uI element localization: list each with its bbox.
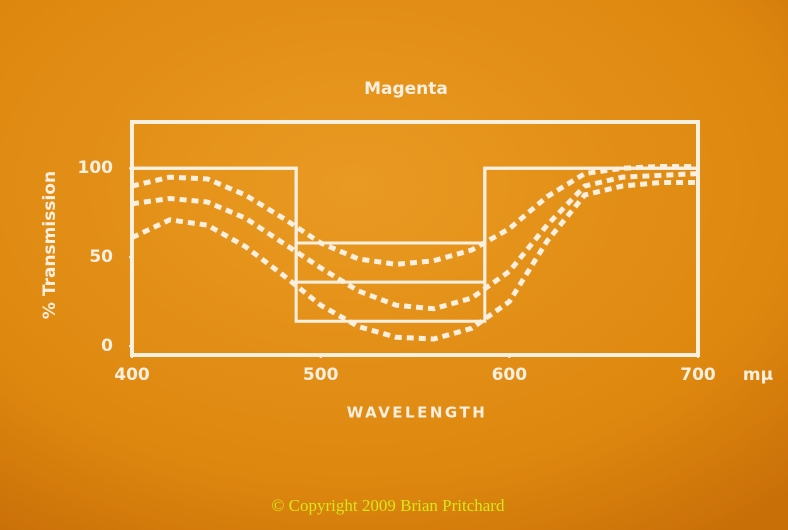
x-tick-label: 500	[303, 365, 339, 385]
ideal-filter-line	[132, 166, 698, 323]
x-tick-label: 700	[680, 365, 716, 385]
plot-frame	[130, 120, 700, 357]
y-tick-label: 0	[101, 336, 113, 356]
y-tick-label: 100	[78, 158, 114, 178]
copyright: © Copyright 2009 Brian Pritchard	[272, 496, 505, 515]
chart-title: Magenta	[364, 79, 448, 99]
dashed-curve	[130, 179, 698, 342]
dashed-curve	[131, 163, 698, 267]
x-tick-label: 600	[492, 365, 528, 385]
dashed-curve	[131, 171, 699, 312]
x-axis-label: WAVELENGTH	[347, 404, 488, 422]
y-axis-label: % Transmission	[40, 171, 60, 319]
x-unit: mμ	[743, 365, 773, 385]
y-tick-label: 50	[89, 247, 113, 267]
x-tick-label: 400	[114, 365, 150, 385]
